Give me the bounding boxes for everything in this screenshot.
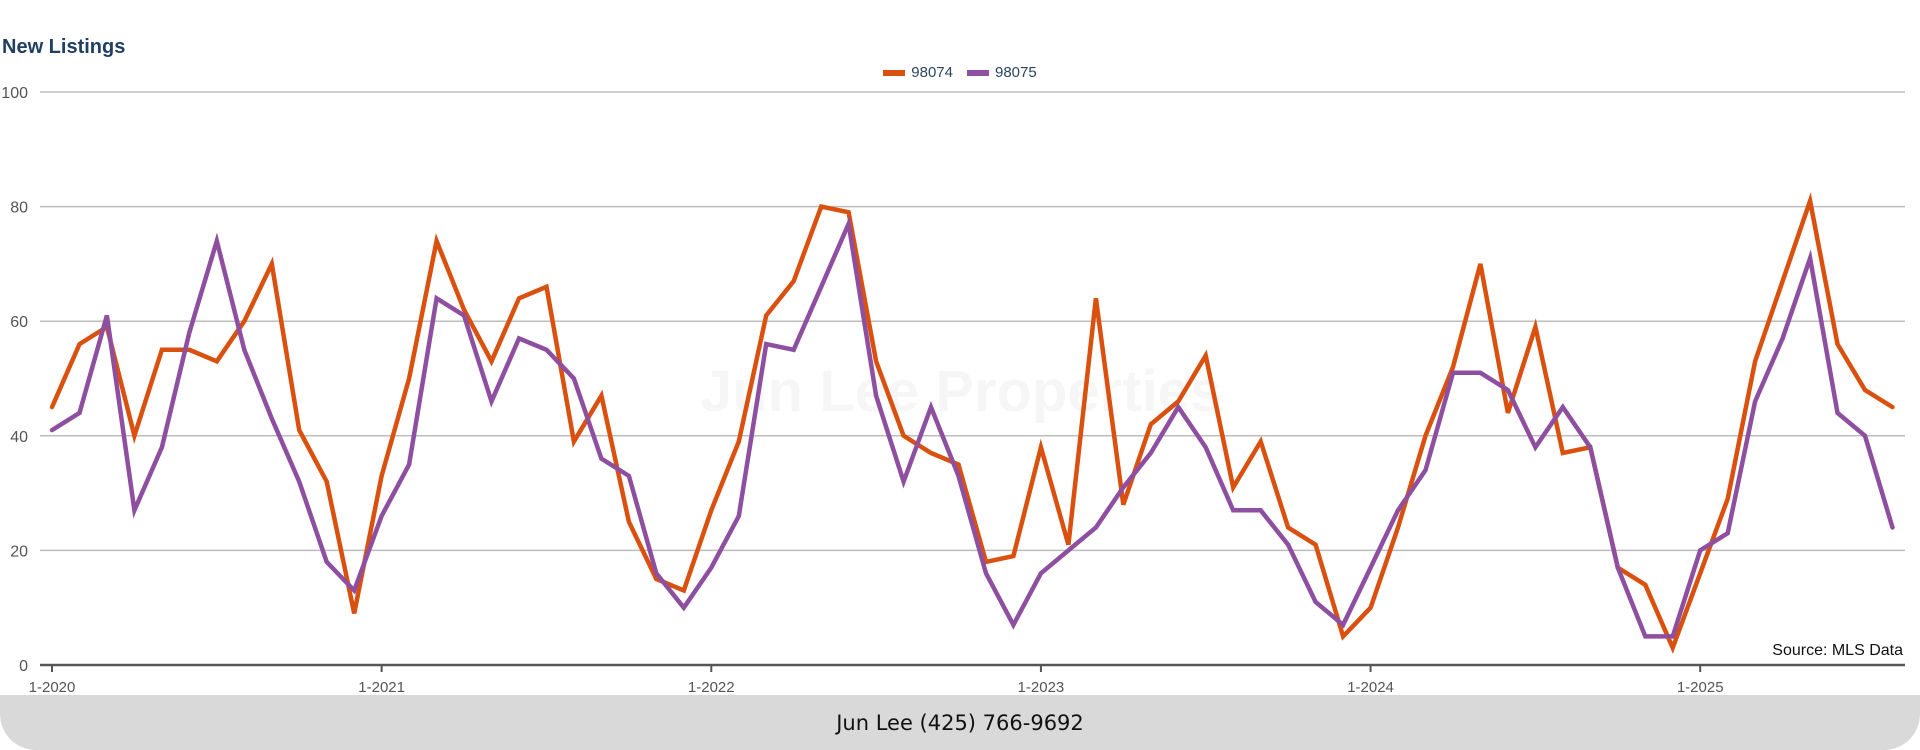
legend-item-98074[interactable]: 98074 [883,64,953,81]
y-tick-label-100: 100 [1,85,28,102]
gridlines [40,91,1905,552]
series-lines [49,192,1895,654]
chart-title: New Listings [2,36,126,58]
legend: 98074 98075 [0,64,1920,81]
legend-swatch-98074 [883,69,906,76]
y-tick-label-60: 60 [10,314,28,331]
x-axis: 1-2020 1-2021 1-2022 1-2023 1-2024 1-2025 [29,663,1905,695]
x-tick-label-1-2021: 1-2021 [358,679,405,695]
x-tick-label-1-2020: 1-2020 [29,679,76,695]
footer-contact: Jun Lee (425) 766-9692 [0,695,1920,750]
y-tick-label-20: 20 [10,543,28,560]
legend-label-98075: 98075 [995,64,1037,81]
footer-contact-text: Jun Lee (425) 766-9692 [836,710,1084,735]
x-tick-label-1-2025: 1-2025 [1677,679,1724,695]
legend-swatch-98075 [967,69,989,76]
y-tick-label-0: 0 [19,658,28,675]
legend-item-98075[interactable]: 98075 [967,64,1037,81]
legend-label-98074: 98074 [911,64,953,81]
series-line-98074 [49,192,1895,654]
source-note: Source: MLS Data [1772,642,1903,659]
x-tick-label-1-2023: 1-2023 [1018,679,1065,695]
y-axis-ticks: 0 20 40 60 80 100 [1,85,28,675]
y-tick-label-80: 80 [10,200,28,217]
x-tick-label-1-2022: 1-2022 [688,679,735,695]
x-tick-label-1-2024: 1-2024 [1347,679,1394,695]
y-tick-label-40: 40 [10,429,28,446]
series-line-98075 [49,215,1895,639]
